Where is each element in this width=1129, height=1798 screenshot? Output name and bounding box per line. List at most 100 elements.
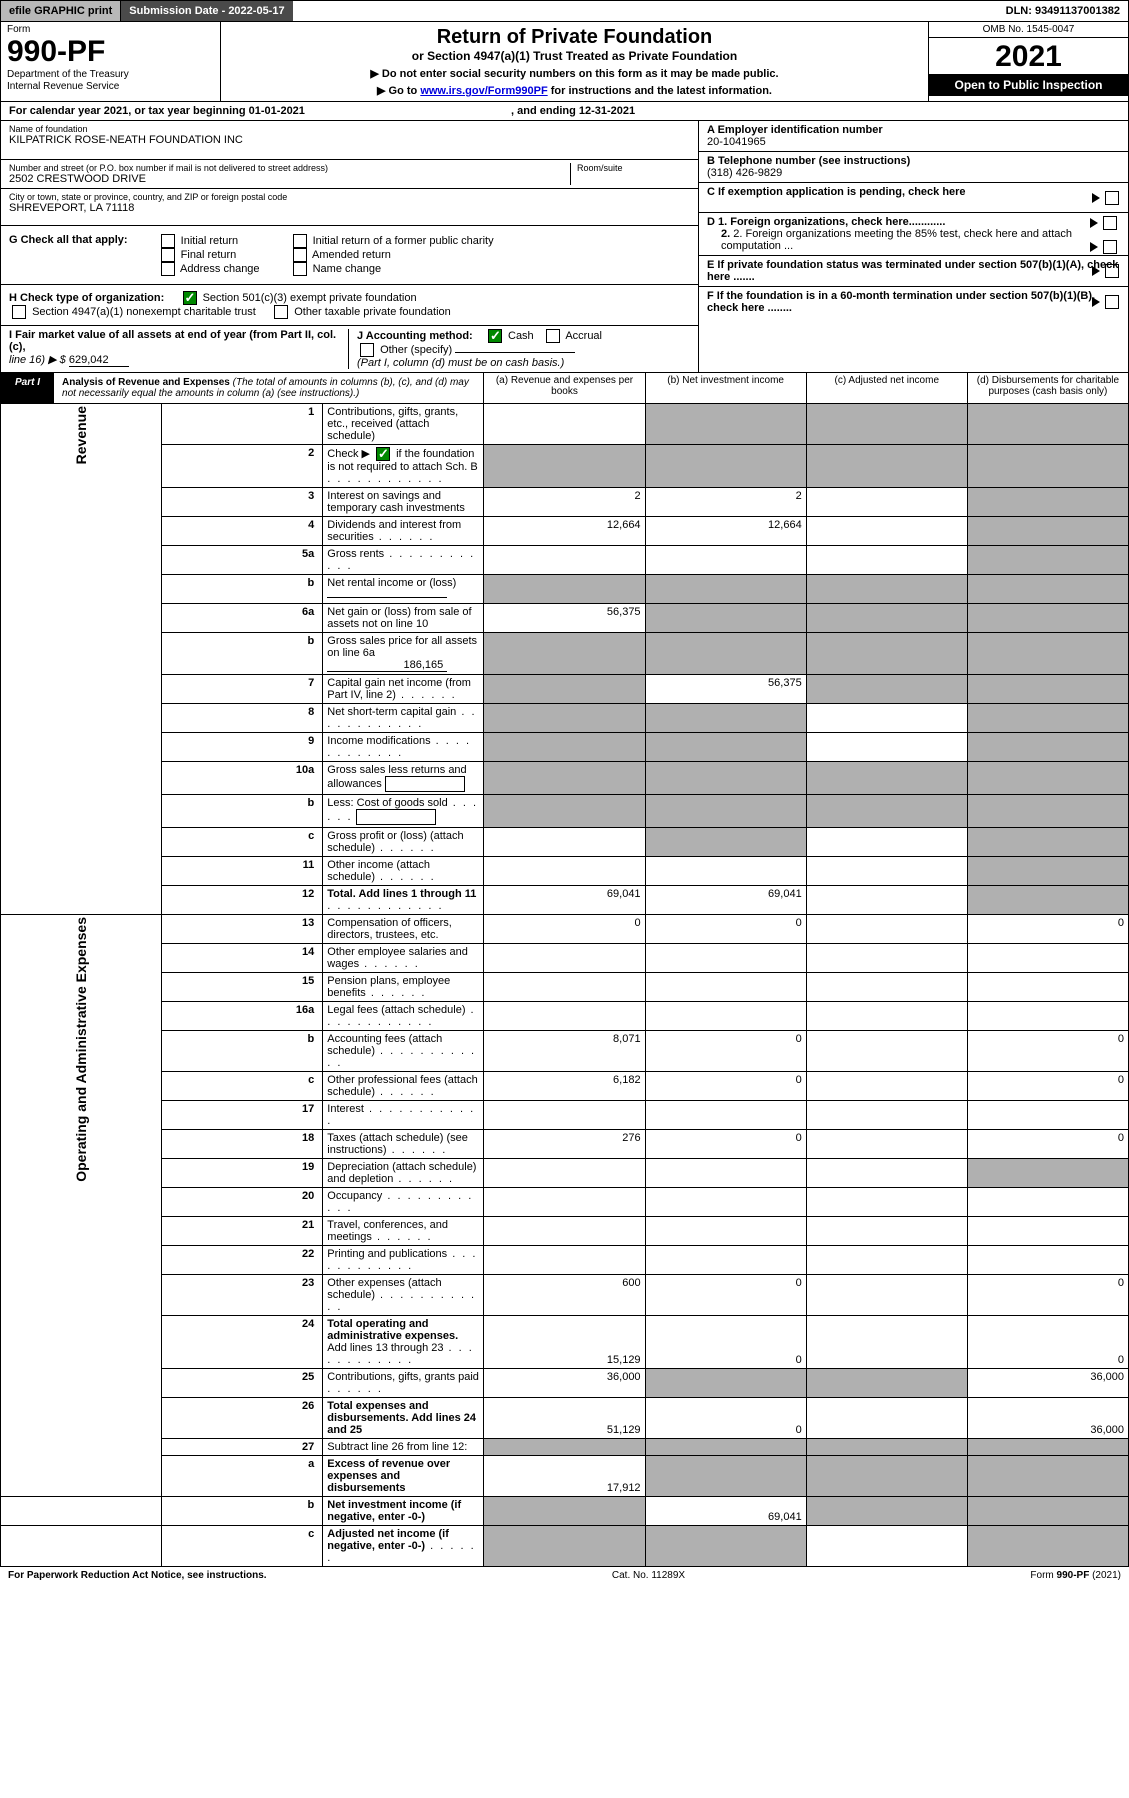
row-num: a xyxy=(162,1456,323,1497)
row-desc: Gross sales price for all assets on line… xyxy=(323,633,484,675)
f-checkbox[interactable] xyxy=(1105,295,1119,309)
c-checkbox[interactable] xyxy=(1105,191,1119,205)
arrow-icon xyxy=(1092,266,1100,276)
4947-checkbox[interactable] xyxy=(12,305,26,319)
room-label: Room/suite xyxy=(577,163,690,173)
row-num: 14 xyxy=(162,944,323,973)
city-cell: City or town, state or province, country… xyxy=(1,189,698,226)
initial-public-checkbox[interactable] xyxy=(293,234,307,248)
row-num: 26 xyxy=(162,1398,323,1439)
d1-label: D 1. Foreign organizations, check here..… xyxy=(707,216,945,228)
cell-value: 6,182 xyxy=(484,1072,645,1101)
row-desc: Taxes (attach schedule) (see instruction… xyxy=(323,1130,484,1159)
cell-value: 0 xyxy=(967,1072,1128,1101)
row-desc: Net short-term capital gain xyxy=(323,704,484,733)
cell-value: 0 xyxy=(645,1031,806,1072)
form-header: Form 990-PF Department of the Treasury I… xyxy=(0,22,1129,102)
cell-value: 0 xyxy=(645,1398,806,1439)
row-desc: Depreciation (attach schedule) and deple… xyxy=(323,1159,484,1188)
part1-title: Analysis of Revenue and Expenses xyxy=(62,377,230,388)
tax-year: 2021 xyxy=(929,38,1128,74)
row-desc: Other expenses (attach schedule) xyxy=(323,1275,484,1316)
instructions-link-row: ▶ Go to www.irs.gov/Form990PF for instru… xyxy=(229,84,920,97)
4947-label: Section 4947(a)(1) nonexempt charitable … xyxy=(32,306,256,318)
address-change-label: Address change xyxy=(180,263,260,275)
arrow-icon xyxy=(1090,218,1098,228)
foundation-name-cell: Name of foundation KILPATRICK ROSE-NEATH… xyxy=(1,121,698,160)
form-title: Return of Private Foundation xyxy=(229,26,920,49)
cell-value: 69,041 xyxy=(645,886,806,915)
cell-value: 0 xyxy=(967,1316,1128,1369)
d2-label: 2. Foreign organizations meeting the 85%… xyxy=(721,228,1072,252)
501c3-checkbox[interactable] xyxy=(183,291,197,305)
goto-pre: ▶ Go to xyxy=(377,85,420,97)
cell-value: 36,000 xyxy=(484,1369,645,1398)
row-num: 25 xyxy=(162,1369,323,1398)
header-left: Form 990-PF Department of the Treasury I… xyxy=(1,22,221,101)
accrual-checkbox[interactable] xyxy=(546,329,560,343)
row-desc: Excess of revenue over expenses and disb… xyxy=(323,1456,484,1497)
row-num: c xyxy=(162,1526,323,1567)
row-num: 8 xyxy=(162,704,323,733)
cell-value: 276 xyxy=(484,1130,645,1159)
f-cell: F If the foundation is in a 60-month ter… xyxy=(699,287,1128,317)
final-return-label: Final return xyxy=(181,249,237,261)
row-num: 20 xyxy=(162,1188,323,1217)
d2-checkbox[interactable] xyxy=(1103,240,1117,254)
addr-label: Number and street (or P.O. box number if… xyxy=(9,163,570,173)
amended-return-checkbox[interactable] xyxy=(293,248,307,262)
other-taxable-checkbox[interactable] xyxy=(274,305,288,319)
row-num: 6a xyxy=(162,604,323,633)
row-num: b xyxy=(162,1031,323,1072)
cell-value: 36,000 xyxy=(967,1369,1128,1398)
row-desc: Income modifications xyxy=(323,733,484,762)
row-num: 15 xyxy=(162,973,323,1002)
c-label: C If exemption application is pending, c… xyxy=(707,186,966,198)
row-num: 4 xyxy=(162,517,323,546)
other-method-checkbox[interactable] xyxy=(360,343,374,357)
irs: Internal Revenue Service xyxy=(7,81,214,93)
row-desc: Printing and publications xyxy=(323,1246,484,1275)
row-desc: Interest xyxy=(323,1101,484,1130)
cell-value: 0 xyxy=(645,915,806,944)
e-checkbox[interactable] xyxy=(1105,264,1119,278)
form-ref: Form 990-PF (2021) xyxy=(1030,1570,1121,1581)
cell-value: 69,041 xyxy=(645,1497,806,1526)
cell-value: 15,129 xyxy=(484,1316,645,1369)
row-num: b xyxy=(162,1497,323,1526)
row-desc: Occupancy xyxy=(323,1188,484,1217)
cat-number: Cat. No. 11289X xyxy=(612,1570,685,1581)
row-desc: Gross profit or (loss) (attach schedule) xyxy=(323,828,484,857)
ij-section: I Fair market value of all assets at end… xyxy=(1,326,698,372)
ein-label: A Employer identification number xyxy=(707,124,883,136)
expenses-section-label: Operating and Administrative Expenses xyxy=(1,915,162,1497)
cell-value: 8,071 xyxy=(484,1031,645,1072)
cell-value: 0 xyxy=(484,915,645,944)
cell-value: 56,375 xyxy=(645,675,806,704)
submission-date: Submission Date - 2022-05-17 xyxy=(121,1,292,21)
name-change-label: Name change xyxy=(313,263,382,275)
i-label: I Fair market value of all assets at end… xyxy=(9,329,336,353)
instructions-link[interactable]: www.irs.gov/Form990PF xyxy=(420,85,547,97)
row-num: 9 xyxy=(162,733,323,762)
cash-checkbox[interactable] xyxy=(488,329,502,343)
row-desc: Contributions, gifts, grants, etc., rece… xyxy=(323,404,484,445)
row-num: c xyxy=(162,828,323,857)
sch-b-checkbox[interactable] xyxy=(376,447,390,461)
row-desc: Other employee salaries and wages xyxy=(323,944,484,973)
501c3-label: Section 501(c)(3) exempt private foundat… xyxy=(203,292,417,304)
row-desc: Less: Cost of goods sold xyxy=(323,795,484,828)
name-change-checkbox[interactable] xyxy=(293,262,307,276)
final-return-checkbox[interactable] xyxy=(161,248,175,262)
efile-print-button[interactable]: efile GRAPHIC print xyxy=(1,1,121,21)
header-center: Return of Private Foundation or Section … xyxy=(221,22,928,101)
other-method-label: Other (specify) xyxy=(380,344,452,356)
row-desc: Contributions, gifts, grants paid xyxy=(323,1369,484,1398)
row-num: 27 xyxy=(162,1439,323,1456)
row-desc: Total. Add lines 1 through 11 xyxy=(323,886,484,915)
address-change-checkbox[interactable] xyxy=(161,262,175,276)
initial-return-checkbox[interactable] xyxy=(161,234,175,248)
initial-return-label: Initial return xyxy=(181,235,238,247)
cell-value: 600 xyxy=(484,1275,645,1316)
ein-cell: A Employer identification number 20-1041… xyxy=(699,121,1128,152)
